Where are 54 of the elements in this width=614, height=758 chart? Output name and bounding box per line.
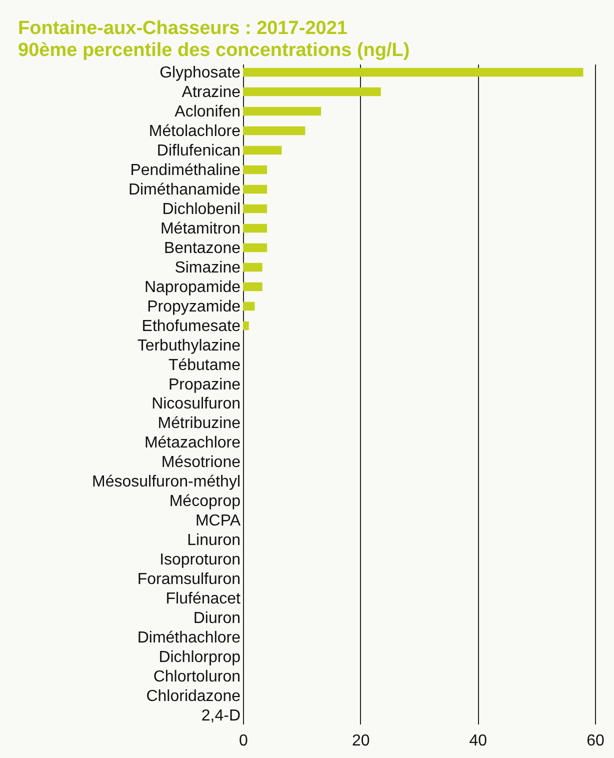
x-tick-label: 0: [239, 732, 248, 750]
y-tick-label: Linuron: [187, 532, 240, 550]
y-tick-label: Dichlobenil: [162, 200, 240, 218]
bar: [243, 126, 306, 136]
x-tick-label: 20: [352, 732, 370, 750]
bar: [243, 87, 381, 96]
y-tick-label: Diméthanamide: [128, 181, 241, 198]
bar: [243, 68, 584, 77]
y-tick-label: Simazine: [174, 259, 241, 276]
x-tick-label: 60: [586, 732, 604, 750]
y-tick-label: Ethofumesate: [142, 318, 241, 335]
bar: [243, 184, 268, 194]
bar: [243, 282, 262, 292]
y-tick-label: Dichlorprop: [158, 649, 241, 666]
y-tick-label: Isoproturon: [160, 552, 240, 569]
y-tick-label: Mésotrione: [161, 454, 241, 472]
y-tick-label: Flufénacet: [166, 590, 242, 608]
y-tick-label: Métribuzine: [158, 415, 241, 432]
y-tick-label: Glyphosate: [160, 64, 241, 82]
y-tick-label: Nicosulfuron: [152, 396, 240, 413]
bar: [243, 262, 262, 272]
y-tick-label: Pendiméthaline: [130, 162, 241, 179]
y-tick-label: Aclonifen: [174, 103, 240, 120]
bar: [243, 302, 255, 311]
y-tick-label: 2,4-D: [201, 708, 240, 725]
y-tick-label: Napropamide: [144, 278, 241, 296]
y-tick-label: Terbuthylazine: [137, 337, 241, 354]
bar: [243, 146, 282, 155]
y-tick-label: Mécoprop: [169, 493, 241, 510]
bar: [243, 165, 268, 174]
y-tick-label: Propyzamide: [147, 298, 241, 316]
y-tick-label: Foramsulfuron: [137, 571, 240, 588]
y-tick-label: Diméthachlore: [137, 630, 241, 647]
bar: [243, 204, 268, 214]
y-tick-label: Chlortoluron: [153, 668, 240, 686]
y-tick-label: MCPA: [195, 512, 241, 530]
text: Fontaine-aux-Chasseurs : 2017-2021: [18, 18, 348, 39]
y-tick-label: Mésosulfuron-méthyl: [92, 474, 240, 491]
bar: [243, 224, 268, 233]
y-tick-label: Diuron: [193, 610, 240, 628]
y-tick-label: Métamitron: [160, 220, 240, 238]
y-tick-label: Propazine: [168, 376, 241, 394]
bar: [243, 321, 249, 330]
text: 90ème percentile des concentrations (ng/L): [18, 40, 410, 61]
x-tick-label: 40: [469, 732, 488, 750]
y-tick-label: Atrazine: [182, 84, 241, 101]
y-tick-label: Bentazone: [164, 240, 241, 257]
y-tick-label: Diflufenican: [156, 142, 240, 160]
y-tick-label: Métolachlore: [148, 122, 241, 140]
y-tick-label: Chloridazone: [146, 688, 241, 706]
y-tick-label: Métazachlore: [144, 434, 241, 452]
bar: [243, 243, 268, 252]
bar: [243, 106, 322, 116]
y-tick-label: Tébutame: [168, 356, 241, 374]
